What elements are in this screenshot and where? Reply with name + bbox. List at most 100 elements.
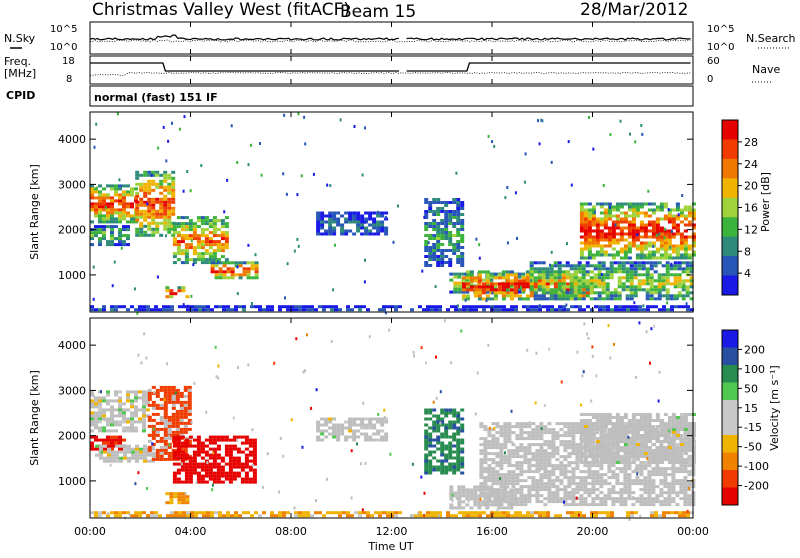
power-cell	[554, 264, 558, 267]
velocity-cell	[98, 439, 102, 442]
power-cell	[126, 243, 130, 246]
velocity-cell	[575, 458, 579, 461]
velocity-cell	[440, 412, 444, 415]
velocity-cell	[249, 445, 253, 448]
power-cell	[457, 282, 461, 285]
velocity-cell	[168, 422, 172, 425]
power-cell	[526, 285, 530, 288]
power-cell	[434, 308, 438, 311]
velocity-cell	[346, 514, 350, 517]
velocity-cell	[519, 461, 523, 464]
power-speckle	[183, 190, 185, 193]
velocity-cell	[440, 460, 444, 463]
velocity-cell	[584, 413, 588, 416]
velocity-cell	[584, 446, 588, 449]
power-cell	[630, 273, 634, 276]
velocity-cell	[507, 437, 511, 440]
velocity-cell	[173, 472, 177, 475]
power-cell	[592, 224, 596, 227]
velocity-cell	[559, 470, 563, 473]
power-cell	[126, 308, 130, 311]
velocity-cell	[491, 470, 495, 473]
power-cell	[592, 230, 596, 233]
power-cell	[592, 221, 596, 224]
velocity-cell	[551, 485, 555, 488]
power-cell	[135, 207, 139, 210]
power-cell	[135, 183, 139, 186]
velocity-cell	[428, 472, 432, 475]
velocity-cell	[624, 458, 628, 461]
power-cell	[550, 297, 554, 300]
velocity-cell	[477, 500, 481, 503]
velocity-cell	[535, 425, 539, 428]
power-cell	[588, 254, 592, 257]
power-cell	[122, 234, 126, 237]
power-cell	[364, 218, 368, 221]
power-cell	[430, 305, 434, 308]
power-cell	[686, 261, 690, 264]
power-cell	[562, 279, 566, 282]
velocity-cell	[90, 511, 94, 514]
velocity-cell	[599, 479, 603, 482]
power-cell	[510, 273, 514, 276]
velocity-cell	[364, 433, 368, 436]
velocity-cell	[539, 449, 543, 452]
velocity-cell	[679, 467, 683, 470]
velocity-cell	[659, 479, 663, 482]
power-cell	[684, 215, 688, 218]
velocity-cell	[555, 464, 559, 467]
power-cell	[155, 210, 159, 213]
velocity-cell	[659, 482, 663, 485]
velocity-cell	[684, 446, 688, 449]
power-cell	[225, 225, 229, 228]
power-cell	[159, 204, 163, 207]
power-cell	[680, 221, 684, 224]
velocity-cell	[660, 422, 664, 425]
velocity-cell	[233, 445, 237, 448]
power-cell	[348, 212, 352, 215]
power-cell	[138, 308, 142, 311]
velocity-cell	[575, 452, 579, 455]
velocity-cell	[683, 494, 687, 497]
velocity-cell	[503, 455, 507, 458]
power-cell	[618, 285, 622, 288]
nsky-trace	[90, 35, 691, 40]
power-cell	[138, 305, 142, 308]
velocity-cell	[627, 488, 631, 491]
power-speckle	[95, 123, 97, 126]
velocity-cell	[205, 454, 209, 457]
velocity-cell	[444, 436, 448, 439]
power-cell	[126, 211, 130, 214]
velocity-cell	[499, 461, 503, 464]
velocity-cell	[647, 479, 651, 482]
power-speckle	[397, 205, 399, 208]
velocity-cell	[640, 416, 644, 419]
power-speckle	[686, 302, 688, 305]
power-cell	[526, 294, 530, 297]
power-cell	[562, 282, 566, 285]
power-cell	[486, 276, 490, 279]
power-cell	[600, 230, 604, 233]
velocity-cell	[648, 416, 652, 419]
velocity-cell	[676, 434, 680, 437]
velocity-cell	[148, 449, 152, 452]
velocity-cell	[652, 449, 656, 452]
velocity-cell	[575, 476, 579, 479]
velocity-cell	[213, 457, 217, 460]
power-cell	[114, 211, 118, 214]
velocity-cell	[479, 470, 483, 473]
velocity-cell	[185, 442, 189, 445]
power-speckle	[118, 178, 120, 181]
power-cell	[110, 237, 114, 240]
velocity-cell	[631, 422, 635, 425]
power-cell	[598, 261, 602, 264]
velocity-cell	[209, 457, 213, 460]
power-cell	[584, 221, 588, 224]
velocity-cell	[580, 461, 584, 464]
power-cell	[98, 225, 102, 228]
velocity-cell	[555, 467, 559, 470]
velocity-cell	[623, 500, 627, 503]
velocity-cell	[599, 476, 603, 479]
power-cell	[514, 285, 518, 288]
